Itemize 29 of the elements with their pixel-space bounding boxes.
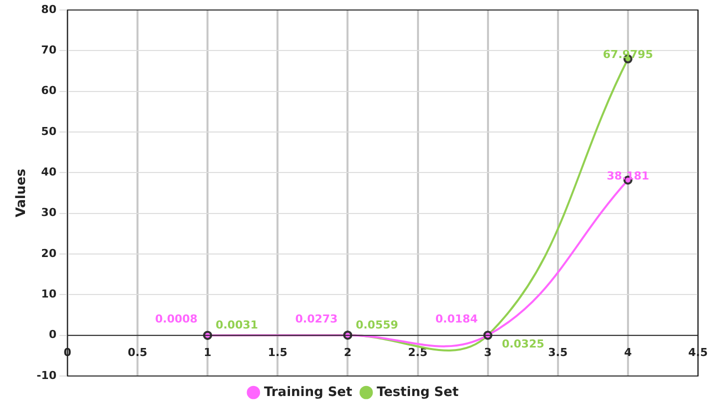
data-label: 0.0325 <box>502 338 544 351</box>
x-tick-label: 3 <box>484 346 492 359</box>
y-tick-label: 0 <box>48 328 57 342</box>
x-tick-label: 1.5 <box>268 346 288 359</box>
y-tick-label: -10 <box>36 368 57 382</box>
y-tick-label: 50 <box>41 124 57 138</box>
y-tick-label: 10 <box>41 288 57 301</box>
y-tick-label: 40 <box>41 166 57 179</box>
y-tick-label: 80 <box>41 2 57 16</box>
data-label: 0.0559 <box>356 318 398 332</box>
data-label: 38.181 <box>606 169 650 182</box>
data-label: 0.0184 <box>435 312 478 326</box>
y-tick-label: 70 <box>41 44 57 57</box>
legend-label: Training Set <box>264 384 352 400</box>
x-tick-label: 1 <box>204 346 212 359</box>
x-tick-label: 0.5 <box>128 346 148 359</box>
y-tick-label: 30 <box>41 206 57 220</box>
y-tick-label: 60 <box>41 84 57 98</box>
data-label: 0.0031 <box>216 318 258 332</box>
data-label: 67.9795 <box>602 48 653 62</box>
data-label: 0.0273 <box>295 312 338 326</box>
x-tick-label: 3.5 <box>548 346 568 359</box>
y-axis-title: Values <box>14 168 30 218</box>
y-tick-label: 20 <box>41 246 57 260</box>
x-tick-label: 2 <box>344 346 352 359</box>
legend-label: Testing Set <box>376 384 459 400</box>
x-tick-label: 4 <box>624 346 632 359</box>
x-tick-label: 2.5 <box>408 346 428 359</box>
data-label: 0.0008 <box>155 312 198 326</box>
